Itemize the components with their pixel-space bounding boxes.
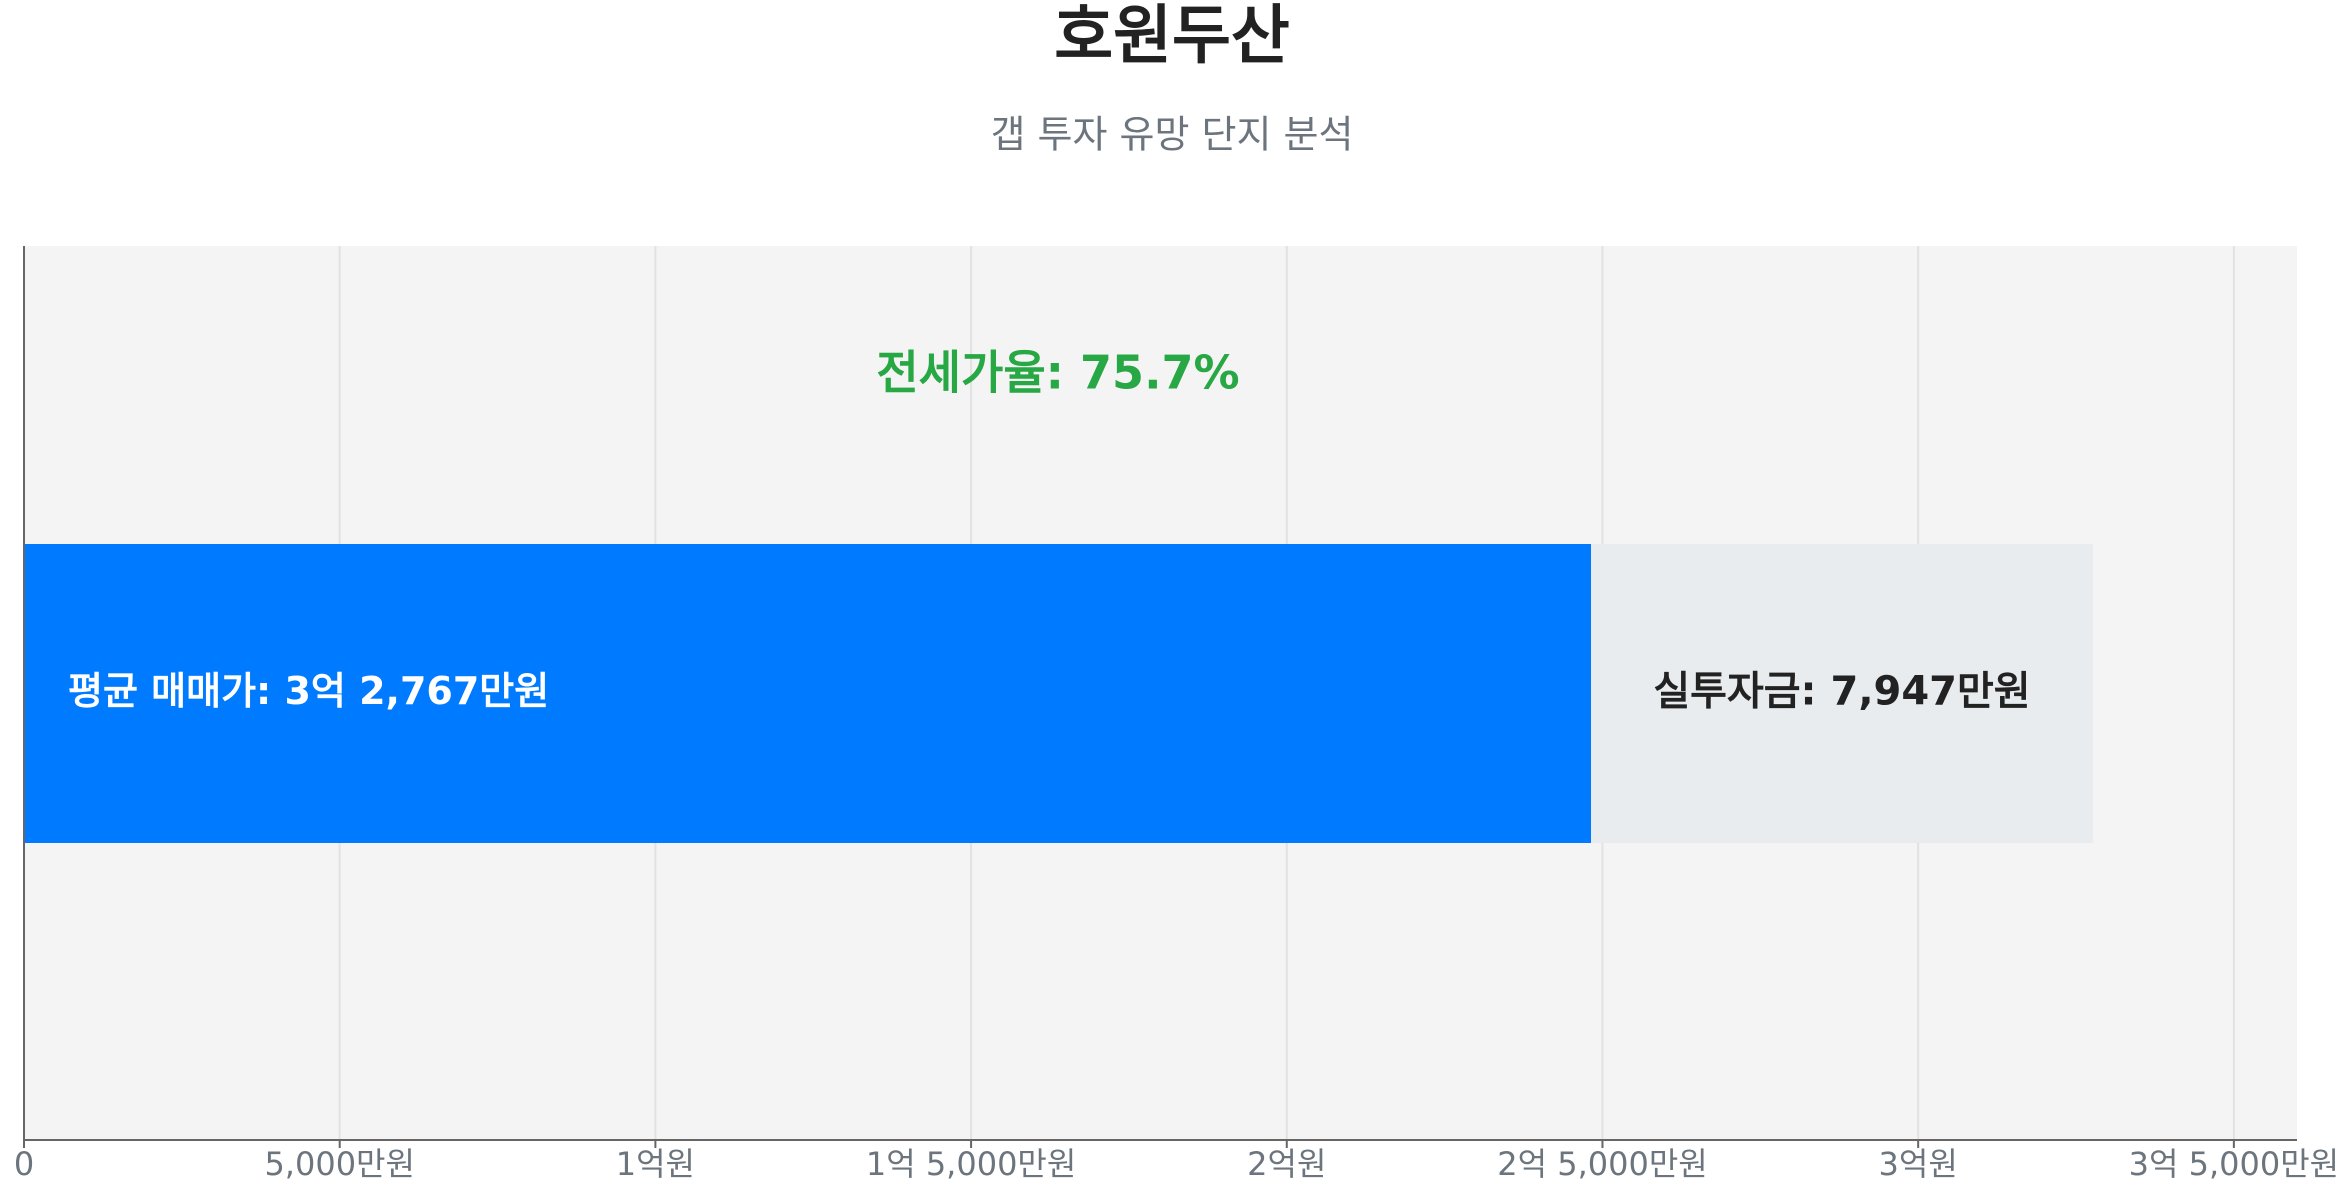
x-tick-label: 0 — [14, 1145, 34, 1183]
x-tick-label: 5,000만원 — [264, 1145, 415, 1183]
x-tick-label: 2억원 — [1247, 1145, 1326, 1183]
x-tick-label: 1억 5,000만원 — [866, 1145, 1076, 1183]
x-tick-label: 2억 5,000만원 — [1497, 1145, 1707, 1183]
bars: 실투자금: 7,947만원 평균 매매가: 3억 2,767만원 — [24, 544, 2093, 843]
bar-label: 평균 매매가: 3억 2,767만원 — [68, 669, 549, 713]
chart-title: 호원두산 — [1054, 0, 1290, 74]
bar-segment — [24, 544, 1592, 843]
x-tick-label: 3억 5,000만원 — [2129, 1145, 2339, 1183]
bar-segment — [1591, 544, 2093, 843]
x-tick-label: 3억원 — [1879, 1145, 1958, 1183]
chart-subtitle: 갭 투자 유망 단지 분석 — [991, 113, 1354, 157]
annotation: 전세가율: 75.7% — [876, 346, 1239, 400]
x-tick-label: 1억원 — [616, 1145, 695, 1183]
value-label: 실투자금: 7,947만원 — [1653, 669, 2030, 715]
